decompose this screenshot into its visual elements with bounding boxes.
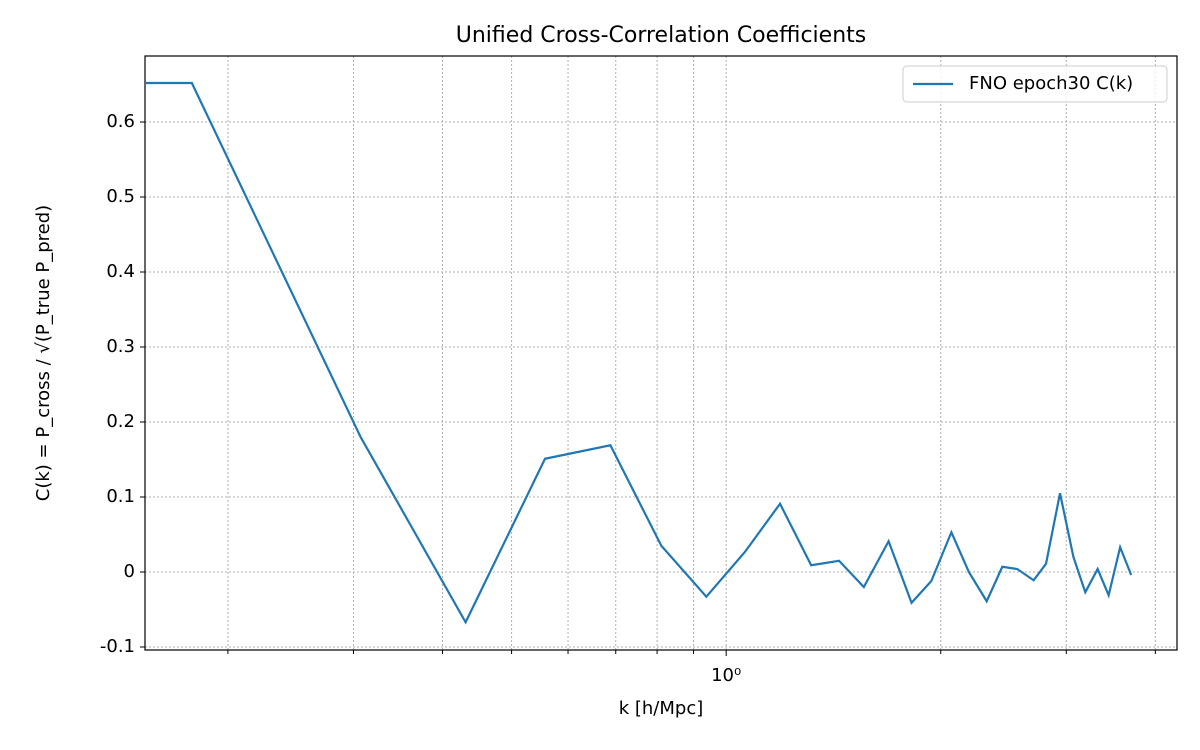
y-tick-label: 0.2: [106, 411, 135, 432]
y-tick-label: -0.1: [100, 636, 135, 657]
y-tick-label: 0.1: [106, 486, 135, 507]
line-series: [145, 81, 1133, 625]
x-axis-label: k [h/Mpc]: [619, 698, 704, 719]
legend-box: [902, 65, 1168, 103]
y-tick-label: 0.4: [106, 261, 135, 282]
y-tick-label: 0.6: [106, 111, 135, 132]
plot-frame: [144, 55, 1178, 651]
legend-label: FNO epoch30 C(k): [969, 73, 1133, 94]
x-tick-label: 10⁰: [711, 665, 741, 686]
y-axis-label: C(k) = P_cross / √(P_true P_pred): [33, 205, 54, 501]
y-tick-label: 0.5: [106, 186, 135, 207]
y-tick-label: 0: [124, 561, 135, 582]
chart-title: Unified Cross-Correlation Coefficients: [456, 23, 866, 48]
y-tick-label: 0.3: [106, 336, 135, 357]
